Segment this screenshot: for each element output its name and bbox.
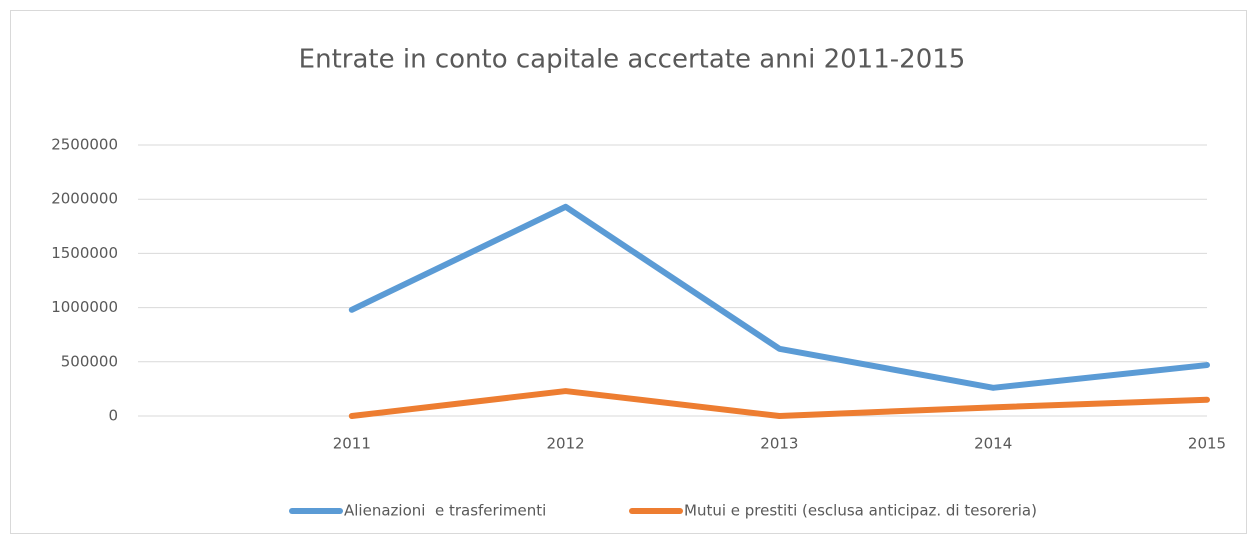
chart-title: Entrate in conto capitale accertate anni… bbox=[299, 45, 966, 75]
x-tick-label: 2014 bbox=[974, 435, 1012, 453]
y-tick-label: 500000 bbox=[61, 352, 118, 370]
chart-frame bbox=[10, 10, 1247, 534]
y-tick-label: 1500000 bbox=[51, 244, 118, 262]
x-tick-label: 2015 bbox=[1188, 435, 1226, 453]
legend-label: Mutui e prestiti (esclusa anticipaz. di … bbox=[684, 502, 1037, 520]
y-tick-label: 2000000 bbox=[51, 190, 118, 208]
legend-label: Alienazioni e trasferimenti bbox=[344, 502, 546, 520]
y-tick-label: 2500000 bbox=[51, 136, 118, 154]
x-tick-label: 2011 bbox=[333, 435, 371, 453]
y-tick-label: 1000000 bbox=[51, 298, 118, 316]
series-line bbox=[348, 388, 1210, 419]
x-tick-label: 2013 bbox=[760, 435, 798, 453]
y-tick-label: 0 bbox=[108, 407, 118, 425]
series-line bbox=[348, 203, 1210, 391]
x-tick-label: 2012 bbox=[547, 435, 585, 453]
